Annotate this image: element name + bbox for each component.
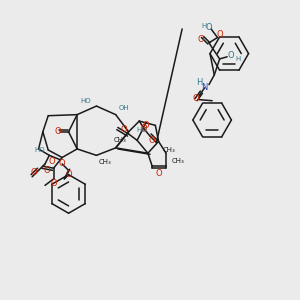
Text: O: O xyxy=(55,127,61,136)
Text: O: O xyxy=(59,159,65,168)
Text: O: O xyxy=(50,179,57,188)
Text: O: O xyxy=(197,35,204,44)
Text: O: O xyxy=(142,121,149,130)
Text: CH₃: CH₃ xyxy=(99,159,111,165)
Text: O: O xyxy=(155,169,162,178)
Text: O: O xyxy=(65,170,72,179)
Text: O: O xyxy=(149,136,155,145)
Text: O: O xyxy=(193,94,200,103)
Text: O: O xyxy=(44,166,50,175)
Text: O: O xyxy=(48,157,55,166)
Text: CH₃: CH₃ xyxy=(114,137,126,143)
Text: N: N xyxy=(202,83,208,92)
Text: O: O xyxy=(216,30,223,39)
Text: O: O xyxy=(121,125,128,134)
Text: H: H xyxy=(196,78,203,87)
Text: OH: OH xyxy=(119,105,130,111)
Text: H: H xyxy=(235,56,241,62)
Text: O: O xyxy=(206,23,212,32)
Text: O: O xyxy=(140,124,147,133)
Text: HO: HO xyxy=(136,127,147,133)
Text: HO: HO xyxy=(80,98,91,104)
Text: CH₃: CH₃ xyxy=(163,147,175,153)
Text: CH₃: CH₃ xyxy=(171,158,184,164)
Text: H: H xyxy=(201,23,206,29)
Text: O: O xyxy=(227,51,234,60)
Text: HO: HO xyxy=(34,147,45,153)
Text: O: O xyxy=(31,168,38,177)
